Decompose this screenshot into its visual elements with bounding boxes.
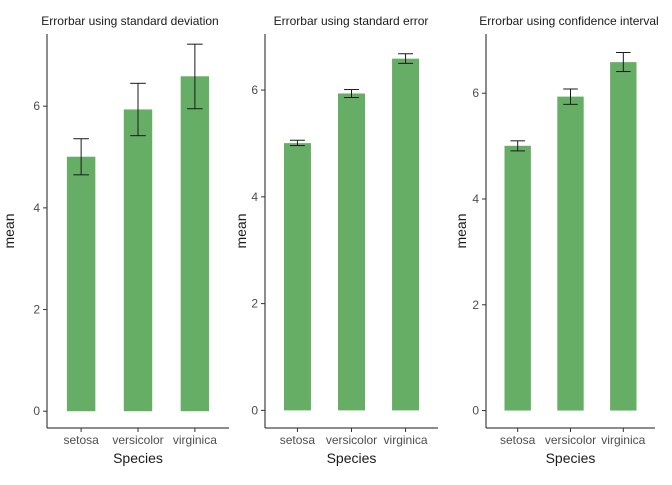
y-tick-label: 0 (472, 404, 479, 418)
errorbar-versicolor (344, 89, 359, 99)
y-tick-label: 6 (472, 86, 479, 100)
x-axis-label: Species (546, 450, 596, 466)
bar-setosa (283, 143, 311, 411)
x-tick-label-virginica: virginica (601, 433, 645, 447)
x-tick-label-versicolor: versicolor (545, 433, 596, 447)
y-tick-label: 6 (251, 83, 258, 97)
y-tick-label: 4 (472, 192, 479, 206)
y-tick-label: 0 (33, 404, 40, 418)
x-axis-label: Species (327, 450, 377, 466)
x-axis-label: Species (113, 450, 163, 466)
bar-virginica (392, 58, 420, 411)
bar-virginica (610, 62, 637, 411)
x-tick-label-setosa: setosa (500, 433, 536, 447)
errorbar-virginica (187, 43, 203, 110)
bar-versicolor (557, 96, 584, 411)
x-tick-label-versicolor: versicolor (326, 433, 377, 447)
bar-setosa (66, 156, 96, 412)
panel-standard-error: 0 2 4 6 setosa versicolor virginica Errorbar us… (233, 14, 438, 466)
y-tick-label: 6 (33, 99, 40, 113)
panel-confidence-interval: 0 2 4 6 setosa versicolor virginica Errorbar us… (453, 14, 659, 466)
bar-setosa (504, 145, 531, 411)
y-tick-label: 2 (251, 297, 258, 311)
y-tick-label: 4 (33, 201, 40, 215)
bar-versicolor (337, 93, 366, 411)
errorbar-setosa (73, 138, 89, 176)
bar-versicolor (123, 109, 153, 412)
y-tick-label: 0 (251, 403, 258, 417)
errorbar-setosa (290, 139, 305, 147)
chart-title: Errorbar using standard deviation (41, 14, 218, 28)
x-tick-label-versicolor: versicolor (112, 433, 163, 447)
errorbar-versicolor (130, 82, 146, 137)
x-tick-label-virginica: virginica (173, 433, 217, 447)
x-tick-label-setosa: setosa (280, 433, 316, 447)
chart-title: Errorbar using confidence interval (479, 14, 658, 28)
y-tick-label: 2 (33, 303, 40, 317)
errorbar-setosa (510, 140, 525, 152)
chart-title: Errorbar using standard error (274, 14, 429, 28)
errorbar-virginica (398, 53, 413, 64)
y-axis-label: mean (453, 213, 469, 248)
y-tick-label: 4 (251, 190, 258, 204)
errorbar-virginica (616, 52, 631, 73)
y-tick-label: 2 (472, 298, 479, 312)
panel-standard-deviation: 0 2 4 6 setosa versicolor virginica Errorbar us… (1, 14, 229, 466)
errorbar-versicolor (563, 88, 578, 105)
bar-virginica (180, 76, 210, 412)
y-axis-label: mean (233, 213, 249, 248)
x-tick-label-setosa: setosa (63, 433, 99, 447)
x-tick-label-virginica: virginica (384, 433, 428, 447)
y-axis-label: mean (1, 213, 17, 248)
